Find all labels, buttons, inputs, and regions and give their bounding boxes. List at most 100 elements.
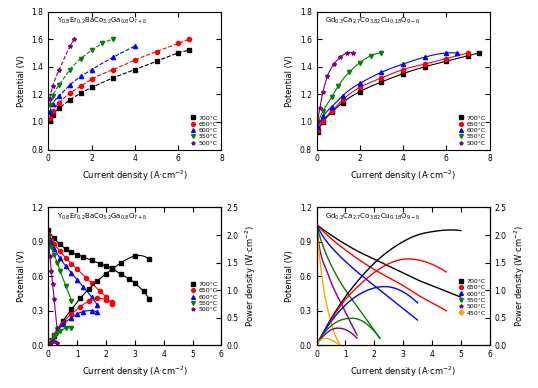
650°C [83, 275, 89, 280]
600°C [357, 81, 363, 86]
650°C [339, 97, 346, 102]
650°C [62, 256, 69, 260]
500°C [51, 297, 58, 302]
700°C [339, 100, 346, 105]
Line: 600°C: 600°C [46, 234, 100, 307]
700°C [146, 297, 153, 302]
500°C [67, 44, 73, 48]
600°C [80, 284, 86, 289]
650°C [314, 128, 321, 133]
550°C [46, 103, 53, 108]
550°C [99, 41, 105, 46]
650°C [465, 51, 471, 55]
Line: 700°C: 700°C [47, 48, 191, 123]
650°C [110, 67, 117, 72]
700°C [378, 80, 385, 84]
650°C [88, 281, 95, 286]
650°C [378, 76, 385, 80]
650°C [77, 84, 84, 88]
X-axis label: Current density (A·cm$^{-2}$): Current density (A·cm$^{-2}$) [82, 169, 188, 184]
600°C [110, 55, 117, 59]
550°C [54, 260, 60, 265]
550°C [367, 54, 374, 58]
700°C [117, 272, 124, 276]
700°C [140, 289, 147, 294]
Y-axis label: Power density (W·cm$^{-2}$): Power density (W·cm$^{-2}$) [244, 225, 258, 327]
700°C [88, 85, 95, 90]
650°C [400, 67, 406, 72]
600°C [77, 74, 84, 79]
600°C [51, 246, 58, 251]
Line: 650°C: 650°C [47, 37, 191, 120]
Line: 550°C: 550°C [316, 51, 384, 125]
600°C [56, 94, 62, 98]
500°C [337, 55, 344, 59]
550°C [67, 67, 73, 72]
Legend: 700°C, 650°C, 600°C, 550°C, 500°C: 700°C, 650°C, 600°C, 550°C, 500°C [188, 114, 218, 146]
650°C [421, 62, 428, 66]
700°C [126, 276, 132, 281]
600°C [320, 114, 326, 119]
650°C [103, 295, 109, 300]
Line: 700°C: 700°C [46, 228, 151, 301]
550°C [51, 252, 58, 257]
650°C [88, 77, 95, 81]
550°C [314, 121, 321, 126]
500°C [314, 118, 321, 123]
700°C [132, 67, 138, 72]
Text: $\rm Y_{0.8}Er_{0.2}BaCo_{3.2}Ga_{0.8}O_{7+\delta}$: $\rm Y_{0.8}Er_{0.2}BaCo_{3.2}Ga_{0.8}O_… [57, 16, 147, 26]
700°C [110, 76, 117, 80]
Text: $\rm Gd_{0.3}Ca_{2.7}Co_{3.82}Cu_{0.18}O_{9-\delta}$: $\rm Gd_{0.3}Ca_{2.7}Co_{3.82}Cu_{0.18}O… [325, 211, 420, 222]
650°C [153, 49, 160, 54]
700°C [329, 110, 335, 114]
600°C [314, 125, 321, 130]
Line: 600°C: 600°C [47, 44, 137, 114]
700°C [45, 228, 52, 233]
650°C [329, 109, 335, 113]
550°C [335, 84, 342, 88]
700°C [314, 129, 321, 134]
600°C [45, 234, 52, 239]
700°C [175, 51, 181, 55]
650°C [132, 57, 138, 62]
650°C [56, 100, 62, 105]
X-axis label: Current density (A·cm$^{-2}$): Current density (A·cm$^{-2}$) [350, 365, 456, 379]
550°C [68, 298, 75, 303]
500°C [47, 253, 53, 258]
Line: 550°C: 550°C [47, 37, 115, 107]
600°C [46, 110, 53, 114]
500°C [331, 62, 337, 66]
Text: $\rm Gd_{0.3}Ca_{2.7}Co_{3.82}Cu_{0.18}O_{9-\delta}$: $\rm Gd_{0.3}Ca_{2.7}Co_{3.82}Cu_{0.18}O… [325, 16, 420, 26]
650°C [68, 262, 75, 266]
700°C [421, 64, 428, 69]
600°C [67, 82, 73, 87]
650°C [175, 41, 181, 46]
650°C [443, 56, 450, 61]
700°C [476, 51, 482, 55]
700°C [465, 54, 471, 58]
650°C [51, 242, 58, 246]
550°C [62, 283, 69, 288]
650°C [186, 37, 192, 42]
600°C [454, 51, 461, 55]
700°C [186, 48, 192, 53]
Line: 700°C: 700°C [316, 51, 481, 134]
700°C [51, 236, 58, 241]
600°C [400, 62, 406, 66]
Line: 500°C: 500°C [46, 240, 59, 330]
700°C [109, 266, 115, 271]
700°C [56, 242, 63, 246]
550°C [320, 109, 326, 113]
700°C [132, 281, 138, 286]
650°C [67, 91, 73, 95]
500°C [54, 326, 60, 331]
650°C [74, 267, 81, 272]
550°C [329, 95, 335, 99]
700°C [56, 106, 62, 111]
650°C [320, 118, 326, 123]
600°C [74, 277, 81, 282]
550°C [56, 268, 63, 273]
500°C [344, 51, 350, 55]
700°C [49, 113, 56, 118]
550°C [77, 56, 84, 61]
